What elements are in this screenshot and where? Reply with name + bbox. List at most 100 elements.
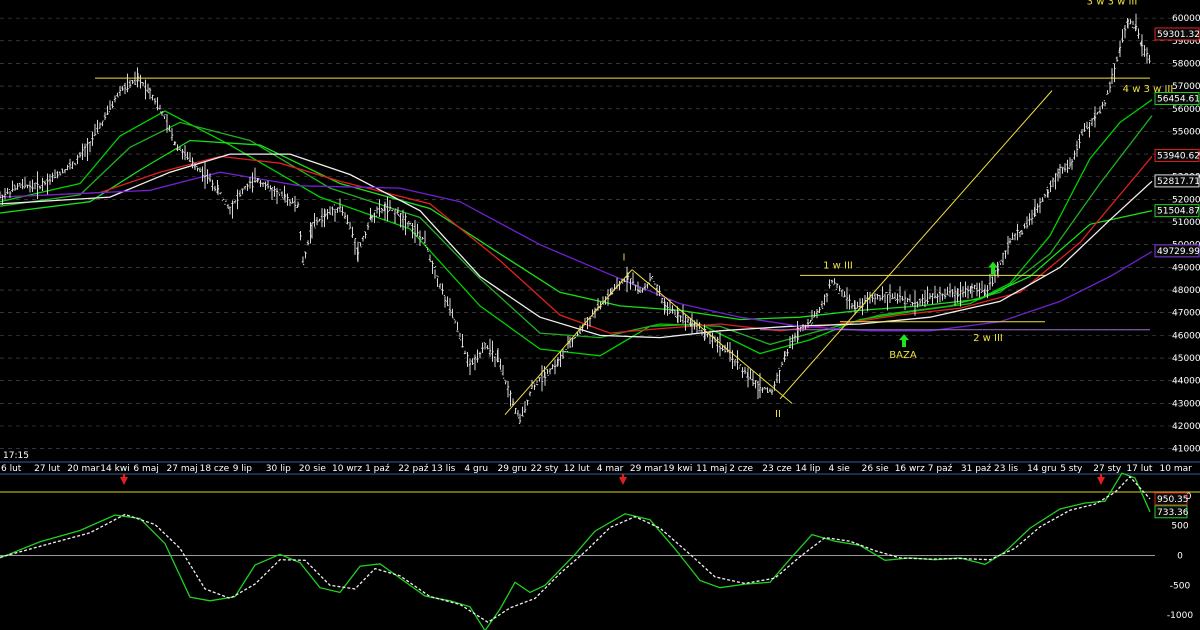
wave-annotation: BAZA bbox=[889, 350, 917, 361]
wave-annotation: 4 w 3 w III bbox=[1123, 84, 1174, 95]
oscillator-line bbox=[0, 472, 1151, 630]
moving-average-line bbox=[0, 155, 1153, 334]
x-tick-label: 9 lip bbox=[233, 464, 253, 474]
x-tick-label: 14 kwi bbox=[100, 464, 129, 474]
x-tick-label: 29 gru bbox=[498, 464, 527, 474]
oscillator-y-tick: 500 bbox=[1171, 522, 1188, 532]
value-label: 56454.61 bbox=[1157, 94, 1200, 104]
value-label-box bbox=[1154, 204, 1200, 218]
x-tick-label: 31 paź bbox=[961, 464, 992, 474]
up-arrow-icon bbox=[899, 334, 909, 348]
value-label: 53940.62 bbox=[1157, 151, 1200, 161]
x-tick-label: 27 sty bbox=[1093, 464, 1122, 474]
x-tick-label: 1 paź bbox=[365, 464, 390, 474]
x-tick-label: 17 lut bbox=[1126, 464, 1153, 474]
oscillator-y-tick: -500 bbox=[1170, 581, 1191, 591]
value-label-box bbox=[1154, 27, 1200, 41]
x-tick-label: 4 sie bbox=[829, 464, 851, 474]
x-tick-label: 11 maj bbox=[696, 464, 727, 474]
oscillator-value-box bbox=[1154, 505, 1188, 519]
x-tick-label: 10 wrz bbox=[332, 464, 362, 474]
x-tick-label: 16 wrz bbox=[895, 464, 925, 474]
trend-line bbox=[631, 269, 793, 404]
y-tick-label: 59000 bbox=[1172, 37, 1200, 47]
x-tick-label: 29 mar bbox=[630, 464, 663, 474]
x-tick-label: 12 lut bbox=[564, 464, 591, 474]
y-tick-label: 56000 bbox=[1172, 105, 1200, 115]
value-label: 52817.71 bbox=[1157, 177, 1200, 187]
price-panel: 41000 42000 43000 44000 45000 46000 47000 48000… bbox=[0, 0, 1200, 455]
signal-down-arrow-icon bbox=[1097, 477, 1105, 485]
x-tick-label: 14 lip bbox=[795, 464, 820, 474]
value-label: 51504.87 bbox=[1157, 207, 1200, 217]
x-tick-label: 22 sty bbox=[531, 464, 560, 474]
value-label-box bbox=[1154, 244, 1200, 258]
wave-annotation: 3 w 3 w III bbox=[1087, 0, 1138, 8]
value-label-box bbox=[1154, 174, 1200, 188]
y-tick-label: 51000 bbox=[1172, 218, 1200, 228]
wave-annotation: 2 w III bbox=[973, 333, 1003, 344]
x-tick-label: 7 paź bbox=[928, 464, 953, 474]
x-tick-label: 18 cze bbox=[200, 464, 230, 474]
x-tick-label: 20 sie bbox=[299, 464, 327, 474]
x-tick-label: 19 kwi bbox=[663, 464, 692, 474]
oscillator-value-box bbox=[1154, 492, 1188, 506]
oscillator-y-tick: -1000 bbox=[1167, 611, 1193, 621]
y-tick-label: 45000 bbox=[1172, 354, 1200, 364]
value-label-box bbox=[1154, 91, 1200, 105]
value-label: 59301.32 bbox=[1157, 30, 1200, 40]
trend-line bbox=[504, 269, 633, 416]
moving-average-line bbox=[0, 171, 1153, 332]
y-tick-label: 52000 bbox=[1172, 195, 1200, 205]
signal-down-arrow-icon bbox=[120, 477, 128, 485]
x-tick-label: 10 mar bbox=[1160, 464, 1193, 474]
time-label: 17:15 bbox=[3, 451, 29, 461]
y-tick-label: 48000 bbox=[1172, 286, 1200, 296]
x-tick-label: 22 paź bbox=[398, 464, 429, 474]
wave-annotation: I bbox=[623, 253, 626, 264]
x-tick-label: 4 gru bbox=[464, 464, 488, 474]
value-label-box bbox=[1154, 148, 1200, 162]
y-tick-label: 41000 bbox=[1172, 445, 1200, 455]
x-tick-label: 5 sty bbox=[1060, 464, 1083, 474]
oscillator-line bbox=[0, 475, 1151, 624]
oscillator-value-label: 733.36 bbox=[1157, 508, 1189, 518]
x-tick-label: 20 mar bbox=[67, 464, 100, 474]
y-tick-label: 58000 bbox=[1172, 59, 1200, 69]
x-tick-label: 26 sie bbox=[862, 464, 890, 474]
x-tick-label: 23 lis bbox=[994, 464, 1018, 474]
signal-down-arrow-icon bbox=[619, 477, 627, 485]
x-tick-label: 14 gru bbox=[1027, 464, 1056, 474]
wave-annotation: 1 w III bbox=[823, 261, 853, 272]
x-tick-label: 2 cze bbox=[729, 464, 753, 474]
y-tick-label: 43000 bbox=[1172, 399, 1200, 409]
value-label: 49729.99 bbox=[1157, 247, 1200, 257]
oscillator-y-tick: 0 bbox=[1177, 551, 1183, 561]
x-tick-label: 27 maj bbox=[167, 464, 198, 474]
y-tick-label: 60000 bbox=[1172, 14, 1200, 24]
y-tick-label: 44000 bbox=[1172, 377, 1200, 387]
y-tick-label: 46000 bbox=[1172, 331, 1200, 341]
x-tick-label: 13 lis bbox=[431, 464, 455, 474]
price-candles bbox=[0, 13, 1151, 424]
y-tick-label: 49000 bbox=[1172, 263, 1200, 273]
x-tick-label: 6 maj bbox=[133, 464, 158, 474]
x-tick-label: 6 lut bbox=[1, 464, 22, 474]
y-tick-label: 47000 bbox=[1172, 309, 1200, 319]
moving-average-line bbox=[0, 139, 1153, 321]
y-tick-label: 57000 bbox=[1172, 82, 1200, 92]
y-tick-label: 42000 bbox=[1172, 422, 1200, 432]
y-tick-label: 55000 bbox=[1172, 127, 1200, 137]
up-arrow-icon bbox=[988, 261, 998, 275]
trend-line bbox=[779, 90, 1053, 400]
oscillator-value-label: 950.35 bbox=[1157, 495, 1189, 505]
wave-annotation: II bbox=[775, 409, 781, 420]
x-tick-label: 27 lut bbox=[34, 464, 61, 474]
x-axis: 6 lut 27 lut 20 mar 14 kwi 6 maj 27 maj 18 cze… bbox=[0, 461, 1200, 475]
moving-average-line bbox=[0, 153, 1153, 339]
x-tick-label: 4 mar bbox=[597, 464, 624, 474]
x-tick-label: 23 cze bbox=[762, 464, 792, 474]
x-tick-label: 30 lip bbox=[266, 464, 291, 474]
